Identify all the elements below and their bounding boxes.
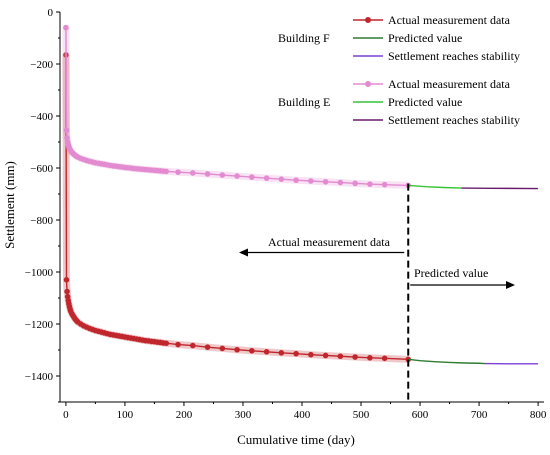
axes: 0 100 200 300 400 500 600 700 800 0 −200 −400 −600 −8…	[25, 7, 547, 421]
data-point	[234, 346, 240, 353]
y-tick-label: −600	[30, 163, 53, 175]
data-point	[308, 351, 314, 358]
data-point	[337, 353, 344, 360]
data-point	[249, 174, 255, 180]
x-tick-label: 500	[353, 409, 370, 421]
data-point	[190, 170, 196, 176]
data-point	[63, 277, 70, 283]
x-tick-label: 700	[471, 409, 488, 421]
y-tick-label: −1000	[25, 267, 54, 279]
data-point	[263, 349, 270, 355]
y-tick-label: −1400	[25, 371, 54, 383]
data-point	[204, 344, 211, 350]
data-point	[337, 179, 344, 186]
annotation-label: Actual measurement data	[268, 235, 391, 249]
data-point	[219, 172, 226, 178]
data-point	[352, 354, 358, 360]
data-point	[308, 178, 314, 184]
annotations: Actual measurement data Predicted value	[239, 183, 515, 402]
x-tick-label: 0	[63, 409, 69, 421]
x-axis-title: Cumulative time (day)	[237, 432, 355, 447]
y-tick-label: 0	[48, 7, 54, 19]
annotation-label: Predicted value	[414, 266, 488, 280]
data-point	[352, 180, 358, 187]
data-point	[293, 177, 299, 184]
data-point	[263, 175, 270, 181]
arrow-head	[506, 281, 515, 289]
y-tick-label: −400	[30, 111, 53, 123]
legend-entry: Settlement reaches stability	[388, 113, 520, 127]
y-tick-label: −200	[30, 59, 53, 71]
legend-group-label: Building F	[278, 31, 330, 45]
legend-entry: Predicted value	[388, 31, 462, 45]
data-point	[163, 340, 170, 347]
legend: Building F Actual measurement data Predict…	[278, 13, 520, 127]
data-point	[381, 181, 388, 188]
x-tick-label: 200	[176, 409, 193, 421]
x-tick-label: 300	[235, 409, 252, 421]
legend-entry: Actual measurement data	[388, 13, 511, 27]
legend-entry: Predicted value	[388, 95, 462, 109]
data-point	[163, 168, 170, 175]
data-point	[234, 173, 240, 179]
data-point	[322, 178, 329, 185]
data-point	[278, 176, 285, 182]
series-layer	[62, 24, 539, 365]
x-tick-label: 600	[412, 409, 429, 421]
y-tick-label: −1200	[25, 319, 54, 331]
legend-marker	[365, 81, 371, 87]
data-point	[367, 181, 373, 187]
data-point	[204, 171, 211, 177]
data-point	[293, 350, 299, 357]
data-point	[63, 24, 69, 31]
series-line	[461, 187, 539, 190]
data-point	[367, 355, 373, 361]
y-tick-label: −800	[30, 215, 53, 227]
x-tick-label: 100	[117, 409, 134, 421]
legend-entry: Settlement reaches stability	[388, 49, 520, 63]
series-line	[408, 358, 486, 365]
data-point	[64, 288, 70, 295]
data-point	[190, 342, 196, 349]
x-tick-label: 800	[530, 409, 547, 421]
arrow-head	[239, 248, 248, 257]
legend-entry: Actual measurement data	[388, 77, 511, 91]
legend-marker	[365, 17, 371, 23]
data-point	[322, 352, 329, 359]
data-point	[175, 169, 181, 175]
series-line	[408, 184, 462, 189]
data-point	[249, 347, 255, 354]
data-point	[63, 127, 70, 134]
y-axis-title: Settlement (mm)	[2, 161, 17, 249]
legend-group-label: Building E	[278, 95, 330, 109]
data-point	[381, 355, 388, 362]
data-point	[175, 341, 181, 348]
data-point	[219, 345, 226, 352]
data-point	[278, 350, 285, 356]
x-tick-label: 400	[294, 409, 311, 421]
